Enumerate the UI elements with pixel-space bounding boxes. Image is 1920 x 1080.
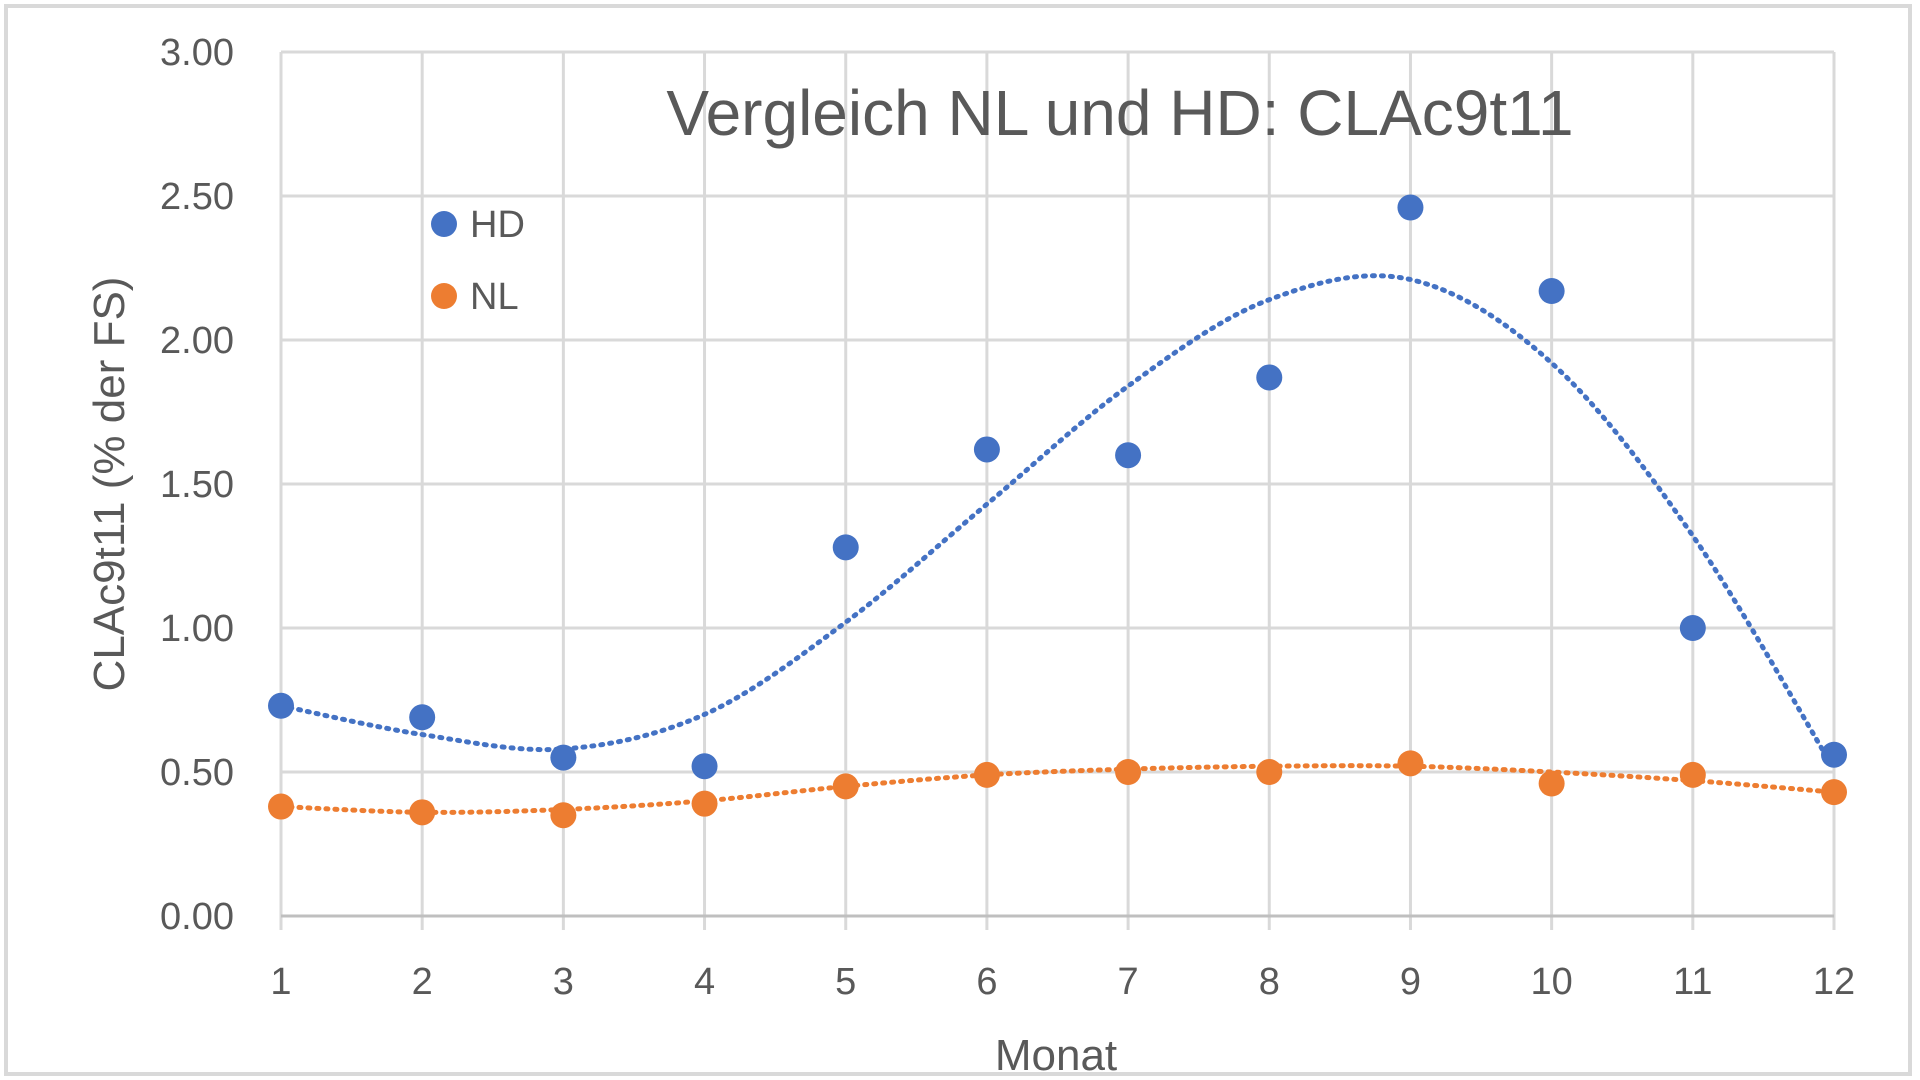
y-tick-label: 3.00 [160, 32, 234, 74]
data-point-nl [832, 773, 859, 800]
data-point-hd [409, 704, 436, 731]
y-tick-label: 1.50 [160, 464, 234, 506]
y-axis-title: CLAc9t11 (% der FS) [85, 277, 134, 692]
data-point-nl [1256, 759, 1283, 785]
y-tick-label: 2.50 [160, 176, 234, 218]
data-point-nl [1679, 761, 1706, 788]
trendline-layer [278, 273, 1837, 815]
trendline-hd [278, 273, 1837, 772]
data-point-hd [1115, 442, 1142, 469]
legend: HD NL [431, 204, 525, 318]
x-tick-label: 12 [1813, 961, 1855, 1003]
x-tick-label: 5 [835, 961, 856, 1003]
data-point-hd [1538, 278, 1565, 305]
x-tick-label: 10 [1530, 961, 1572, 1003]
tick-label-layer: 0.000.501.001.502.002.503.001 2 3 4 5 6 7 8 9 10 1… [160, 32, 1855, 1003]
legend-marker-nl [431, 283, 457, 309]
data-point-nl [1538, 770, 1565, 797]
legend-label-hd: HD [470, 204, 525, 246]
data-point-nl [1397, 750, 1424, 777]
y-tick-label: 2.00 [160, 320, 234, 362]
data-point-nl [1821, 779, 1847, 806]
x-tick-label: 11 [1673, 961, 1712, 1003]
y-tick-label: 0.50 [160, 752, 234, 794]
data-point-hd [691, 753, 718, 780]
data-point-nl [691, 790, 718, 817]
x-tick-label: 3 [553, 961, 574, 1003]
x-tick-label: 7 [1118, 961, 1139, 1003]
x-tick-label: 6 [976, 961, 997, 1003]
x-tick-label: 1 [270, 961, 291, 1003]
trendline-nl [278, 763, 1837, 815]
chart-frame [4, 4, 1912, 1076]
data-point-hd [1821, 741, 1847, 768]
grid-layer [279, 50, 1836, 930]
data-point-nl [1115, 759, 1142, 785]
x-tick-label: 2 [412, 961, 433, 1003]
x-tick-label: 8 [1259, 961, 1280, 1003]
legend-label-nl: NL [470, 276, 519, 318]
point-layer [268, 194, 1847, 829]
data-point-hd [550, 744, 577, 771]
data-point-hd [1256, 364, 1283, 391]
data-point-nl [409, 799, 436, 826]
data-point-hd [1397, 194, 1424, 221]
data-point-nl [268, 793, 294, 820]
data-point-nl [550, 802, 577, 829]
chart-title: Vergleich NL und HD: CLAc9t11 [666, 77, 1573, 149]
x-tick-label: 4 [694, 961, 715, 1003]
data-point-hd [1679, 615, 1706, 641]
data-point-hd [268, 692, 294, 719]
data-point-nl [973, 761, 1000, 788]
legend-marker-hd [431, 211, 457, 237]
data-point-hd [973, 436, 1000, 463]
y-tick-label: 1.00 [160, 608, 234, 650]
x-tick-label: 9 [1400, 961, 1421, 1003]
data-point-hd [832, 534, 859, 561]
x-axis-title: Monat [995, 1031, 1117, 1080]
y-tick-label: 0.00 [160, 896, 234, 938]
